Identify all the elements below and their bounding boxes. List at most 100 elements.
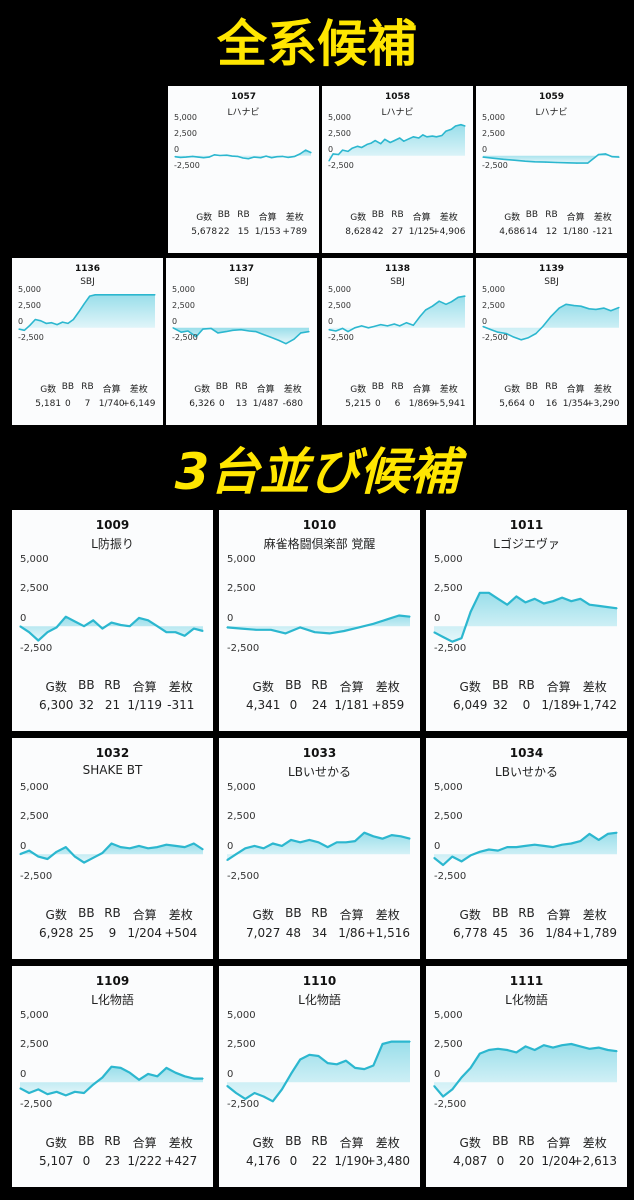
stat-label-diff: 差枚 bbox=[582, 1136, 607, 1150]
stat-value-games: 4,087 bbox=[453, 1154, 488, 1168]
data-point-19 bbox=[607, 833, 609, 835]
y-tick-label-5-000: 5,000 bbox=[482, 113, 505, 123]
data-point-11 bbox=[327, 1062, 329, 1064]
machine-number: 1058 bbox=[384, 92, 411, 102]
data-point-11 bbox=[534, 598, 536, 600]
data-point-17 bbox=[588, 1048, 591, 1050]
data-point-6 bbox=[74, 1091, 76, 1093]
data-point-3 bbox=[46, 631, 49, 633]
chart-card-1034: 1034 LBいせかる 5,000 2,500 0 -2,500 G数 6,778 BB 45 RB… bbox=[426, 738, 627, 959]
y-tick-label-5-000: 5,000 bbox=[434, 781, 463, 793]
y-tick-label-0: 0 bbox=[328, 144, 334, 154]
data-point-11 bbox=[534, 1049, 536, 1051]
data-point-1 bbox=[442, 864, 444, 866]
data-point-0 bbox=[433, 631, 435, 633]
chart-svg bbox=[482, 303, 620, 341]
data-point-10 bbox=[317, 1055, 320, 1057]
data-point-2 bbox=[244, 1098, 246, 1100]
data-point-16 bbox=[265, 155, 267, 157]
data-point-4 bbox=[470, 1067, 472, 1069]
stat-value-diff: -311 bbox=[167, 698, 195, 712]
data-point-13 bbox=[345, 1060, 347, 1062]
data-point-1 bbox=[335, 330, 337, 332]
stat-value-diff: +859 bbox=[371, 698, 405, 712]
data-point-17 bbox=[271, 157, 273, 159]
data-point-9 bbox=[576, 162, 578, 164]
data-point-9 bbox=[386, 325, 389, 327]
y-tick-label-2-500: 2,500 bbox=[227, 583, 256, 595]
machine-name: SBJ bbox=[544, 277, 559, 287]
data-point-3 bbox=[270, 629, 272, 631]
y-tick-label--2-500: -2,500 bbox=[328, 160, 354, 170]
y-tick-label-5-000: 5,000 bbox=[227, 553, 256, 565]
data-point-0 bbox=[433, 857, 435, 859]
stat-label-rb: RB bbox=[545, 210, 558, 220]
data-point-7 bbox=[56, 324, 58, 326]
stat-value-diff: +3,480 bbox=[365, 1154, 411, 1168]
stat-label-total: 合算 bbox=[258, 213, 277, 223]
data-point-5 bbox=[210, 327, 212, 329]
machine-number: 1109 bbox=[95, 974, 130, 988]
data-point-4 bbox=[202, 328, 204, 330]
data-point-5 bbox=[479, 592, 481, 594]
y-tick-label-0: 0 bbox=[227, 1069, 234, 1081]
data-point-14 bbox=[147, 847, 149, 849]
chart-svg bbox=[226, 1040, 411, 1103]
stat-value-diff: +1,742 bbox=[572, 698, 618, 712]
data-point-15 bbox=[100, 294, 102, 296]
chart-svg bbox=[433, 1042, 618, 1098]
data-point-3 bbox=[34, 318, 36, 321]
stat-value-bb: 32 bbox=[492, 698, 509, 712]
machine-name: SBJ bbox=[390, 277, 405, 287]
data-point-20 bbox=[616, 1050, 618, 1052]
heading-all-settings: 全系候補 bbox=[217, 15, 417, 73]
data-point-5 bbox=[351, 147, 353, 149]
y-tick-label-5-000: 5,000 bbox=[174, 113, 197, 123]
chart-card-1110: 1110 L化物語 5,000 2,500 0 -2,500 G数 4,176 BB 0 RB 22 合… bbox=[219, 966, 420, 1187]
stat-value-games: 6,300 bbox=[39, 698, 74, 712]
data-point-8 bbox=[299, 1058, 301, 1061]
stat-value-bb: 0 bbox=[289, 1154, 298, 1168]
data-point-12 bbox=[604, 153, 606, 155]
stat-label-games: G数 bbox=[504, 385, 521, 395]
chart-card-1058: 1058 Lハナビ 5,000 2,500 0 -2,500 G数 8,628 BB 42 RB 27… bbox=[322, 86, 473, 253]
machine-number: 1010 bbox=[302, 518, 337, 532]
stat-value-diff: -680 bbox=[282, 399, 304, 409]
data-point-14 bbox=[561, 844, 563, 846]
data-point-10 bbox=[524, 601, 527, 603]
data-point-4 bbox=[512, 336, 514, 338]
stat-value-games: 7,027 bbox=[246, 926, 281, 940]
data-point-15 bbox=[363, 1068, 365, 1070]
data-point-17 bbox=[588, 604, 591, 606]
stat-value-games: 5,678 bbox=[191, 227, 218, 237]
machine-name: Lハナビ bbox=[381, 108, 414, 118]
data-point-15 bbox=[570, 1043, 572, 1045]
stat-label-rb: RB bbox=[104, 1134, 121, 1148]
data-point-7 bbox=[497, 850, 499, 852]
stat-value-rb: 9 bbox=[108, 926, 117, 940]
stat-value-total: 1/354 bbox=[562, 399, 589, 409]
stat-value-bb: 0 bbox=[496, 1154, 505, 1168]
stat-value-diff: +1,516 bbox=[365, 926, 411, 940]
data-point-15 bbox=[425, 309, 427, 311]
stat-value-games: 5,664 bbox=[499, 399, 526, 409]
data-point-17 bbox=[174, 1072, 177, 1074]
data-point-5 bbox=[520, 339, 522, 341]
data-point-1 bbox=[28, 631, 30, 633]
data-point-4 bbox=[347, 150, 349, 152]
data-point-7 bbox=[535, 332, 537, 335]
data-point-8 bbox=[542, 325, 544, 328]
data-point-13 bbox=[412, 324, 414, 326]
data-point-11 bbox=[255, 331, 257, 333]
data-point-18 bbox=[598, 839, 600, 841]
stat-label-total: 合算 bbox=[412, 385, 431, 395]
data-point-10 bbox=[110, 622, 113, 624]
data-point-4 bbox=[470, 611, 472, 613]
data-point-3 bbox=[347, 331, 349, 333]
data-point-3 bbox=[253, 1092, 256, 1094]
stat-value-games: 6,326 bbox=[189, 399, 216, 409]
data-point-12 bbox=[405, 322, 408, 324]
data-point-26 bbox=[450, 128, 452, 130]
data-point-11 bbox=[327, 846, 329, 848]
stat-label-bb: BB bbox=[78, 678, 95, 692]
